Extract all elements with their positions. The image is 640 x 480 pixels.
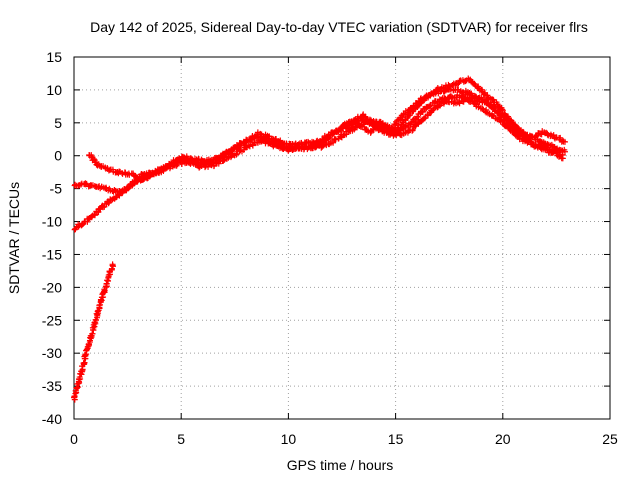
data-point	[427, 91, 434, 98]
x-tick-label: 0	[70, 431, 78, 447]
data-point	[157, 166, 164, 173]
y-tick-label: 0	[54, 148, 62, 164]
data-point	[90, 155, 97, 162]
data-point	[535, 141, 542, 148]
data-point	[233, 151, 240, 158]
data-point	[409, 127, 416, 134]
data-point	[442, 85, 449, 92]
y-axis-label: SDTVAR / TECUs	[6, 182, 22, 294]
y-tick-label: -25	[42, 312, 62, 328]
y-tick-label: -15	[42, 246, 62, 262]
y-tick-label: -35	[42, 378, 62, 394]
series-track-c	[71, 75, 568, 233]
data-point	[105, 200, 112, 207]
plot-frame	[73, 56, 611, 420]
data-point	[116, 192, 123, 199]
data-point	[561, 148, 568, 155]
data-point	[514, 125, 521, 132]
y-tick-label: -40	[42, 411, 62, 427]
y-tick-label: -20	[42, 279, 62, 295]
chart-title: Day 142 of 2025, Sidereal Day-to-day VTE…	[90, 19, 588, 35]
ticks	[73, 56, 611, 420]
data-point	[325, 132, 332, 139]
data-point	[340, 132, 347, 139]
data-point	[421, 115, 428, 122]
data-point	[214, 155, 221, 162]
y-tick-label: -5	[50, 181, 63, 197]
series-track-d	[346, 95, 566, 162]
x-tick-label: 15	[388, 431, 404, 447]
data-point	[434, 85, 441, 92]
data-point	[408, 119, 415, 126]
data-point	[398, 122, 405, 129]
y-tick-label: -10	[42, 214, 62, 230]
data-point	[409, 126, 416, 133]
data-point	[370, 126, 377, 133]
data-point	[178, 160, 185, 167]
data-point	[349, 125, 356, 132]
data-point	[519, 128, 526, 135]
y-tick-label: 5	[54, 115, 62, 131]
data-point	[448, 83, 455, 90]
y-tick-label: -30	[42, 345, 62, 361]
data-point	[561, 138, 568, 145]
data-point	[535, 130, 542, 137]
data-point	[515, 133, 522, 140]
tick-labels: 0 5 10 15 20 25 15 10 5 0 -5 -10 -15 -20 -25 -30 -35 -40	[42, 49, 618, 447]
data-point	[526, 138, 533, 145]
data-point	[144, 173, 151, 180]
y-tick-label: 10	[46, 82, 62, 98]
data-point	[96, 302, 103, 309]
data-point	[471, 80, 478, 87]
data-point	[532, 133, 539, 140]
data-point	[104, 277, 111, 284]
data-point	[559, 155, 566, 162]
data-point	[109, 261, 116, 268]
x-tick-label: 10	[281, 431, 297, 447]
y-tick-label: 15	[46, 49, 62, 65]
x-tick-label: 5	[177, 431, 185, 447]
x-tick-label: 25	[602, 431, 618, 447]
data-point	[79, 221, 86, 228]
series-layer	[71, 75, 568, 403]
data-point	[82, 352, 89, 359]
data-point	[392, 121, 399, 128]
data-point	[249, 142, 256, 149]
data-point	[364, 115, 371, 122]
data-point	[83, 346, 90, 353]
x-axis-label: GPS time / hours	[287, 457, 394, 473]
data-point	[454, 81, 461, 88]
grid	[74, 57, 610, 419]
data-point	[498, 106, 505, 113]
data-point	[253, 132, 260, 139]
series-track-e	[71, 261, 117, 403]
x-tick-label: 20	[495, 431, 511, 447]
